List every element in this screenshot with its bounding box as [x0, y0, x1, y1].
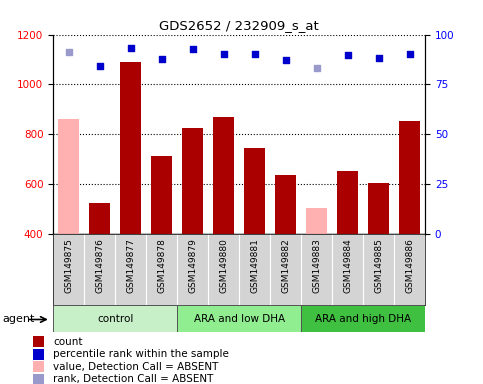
Bar	[53, 305, 177, 332]
Text: agent: agent	[2, 314, 35, 324]
Text: GSM149883: GSM149883	[312, 238, 321, 293]
Bar	[398, 121, 420, 234]
Point	[65, 48, 72, 55]
Point	[282, 56, 289, 63]
Point	[220, 50, 227, 56]
Bar	[301, 305, 425, 332]
Bar	[33, 361, 44, 372]
Point	[96, 63, 103, 69]
Text: ARA and high DHA: ARA and high DHA	[315, 314, 411, 324]
Bar	[151, 156, 172, 234]
Text: GSM149884: GSM149884	[343, 238, 352, 293]
Bar	[33, 349, 44, 359]
Text: GSM149885: GSM149885	[374, 238, 383, 293]
Text: GSM149880: GSM149880	[219, 238, 228, 293]
Bar	[120, 62, 142, 234]
Text: control: control	[97, 314, 133, 324]
Bar	[213, 117, 234, 234]
Text: count: count	[53, 336, 83, 347]
Bar	[58, 119, 80, 234]
Point	[158, 55, 166, 61]
Bar	[177, 305, 301, 332]
Text: rank, Detection Call = ABSENT: rank, Detection Call = ABSENT	[53, 374, 213, 384]
Bar	[182, 128, 203, 234]
Text: percentile rank within the sample: percentile rank within the sample	[53, 349, 229, 359]
Text: GSM149875: GSM149875	[64, 238, 73, 293]
Point	[344, 51, 352, 58]
Text: GSM149886: GSM149886	[405, 238, 414, 293]
Bar	[306, 207, 327, 234]
Point	[406, 50, 413, 56]
Point	[127, 45, 134, 51]
Text: GSM149878: GSM149878	[157, 238, 166, 293]
Bar	[368, 182, 389, 234]
Text: GSM149881: GSM149881	[250, 238, 259, 293]
Bar	[89, 202, 111, 234]
Point	[375, 55, 383, 61]
Point	[313, 65, 320, 71]
Text: GSM149882: GSM149882	[281, 238, 290, 293]
Bar	[33, 374, 44, 384]
Bar	[244, 148, 266, 234]
Text: GSM149879: GSM149879	[188, 238, 197, 293]
Text: GSM149877: GSM149877	[126, 238, 135, 293]
Bar	[337, 170, 358, 234]
Point	[251, 50, 258, 56]
Point	[189, 45, 197, 51]
Text: ARA and low DHA: ARA and low DHA	[194, 314, 284, 324]
Title: GDS2652 / 232909_s_at: GDS2652 / 232909_s_at	[159, 19, 319, 32]
Bar	[275, 175, 297, 234]
Text: GSM149876: GSM149876	[95, 238, 104, 293]
Bar	[33, 336, 44, 347]
Text: value, Detection Call = ABSENT: value, Detection Call = ABSENT	[53, 361, 218, 372]
